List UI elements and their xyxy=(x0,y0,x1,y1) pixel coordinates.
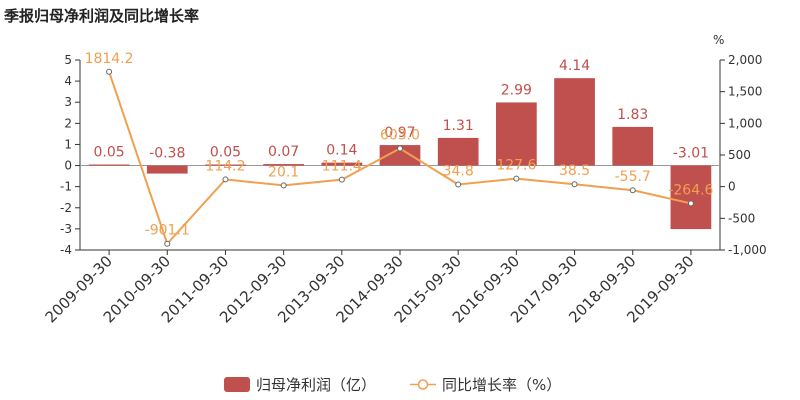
bar-value-label: 0.05 xyxy=(210,145,241,161)
bar xyxy=(88,164,130,166)
bar-value-label: 0.07 xyxy=(268,144,299,160)
bar xyxy=(554,78,595,166)
line-series: 1814.2 -901.1 114.2 20.1 111.4 603.0 34.8 127.6… xyxy=(85,51,714,247)
line-value-label: -55.7 xyxy=(615,169,651,185)
legend-bar-label: 归母净利润（亿） xyxy=(256,376,376,394)
right-axis-tick-label: 0 xyxy=(728,180,736,194)
right-axis-tick-label: 1,000 xyxy=(728,116,762,130)
legend[interactable]: 归母净利润（亿） 同比增长率（%） xyxy=(224,376,561,394)
line-point xyxy=(629,187,636,194)
right-axis-unit: % xyxy=(713,33,724,47)
legend-bar-swatch xyxy=(224,377,250,392)
bar-value-label: 2.99 xyxy=(501,82,532,98)
line-point xyxy=(397,145,403,152)
line-value-label: -901.1 xyxy=(145,223,190,239)
right-axis-tick-label: 2,000 xyxy=(728,53,762,67)
left-axis-tick-label: 1 xyxy=(64,137,72,151)
right-axis-tick-label: -1,000 xyxy=(728,243,767,257)
bar-value-label: 4.14 xyxy=(559,58,590,74)
bar-series: 0.05 -0.38 0.05 0.07 0.14 0.97 1.31 2.99 4.14 1.8… xyxy=(88,58,712,230)
line-value-label: 111.4 xyxy=(322,159,362,175)
bar-value-label: 0.05 xyxy=(94,145,125,161)
line-value-label: 127.6 xyxy=(496,158,536,174)
line-point xyxy=(571,181,578,188)
bar-value-label: 1.31 xyxy=(443,118,474,134)
line-point xyxy=(164,240,171,247)
line-value-label: 603.0 xyxy=(380,127,420,143)
bar-value-label: 1.83 xyxy=(617,107,648,123)
line-point xyxy=(280,182,287,189)
right-axis-tick-label: -500 xyxy=(728,211,755,225)
legend-line-marker xyxy=(417,379,429,390)
chart-title: 季报归母净利润及同比增长率 xyxy=(4,7,199,25)
bar-value-label: -0.38 xyxy=(149,146,185,162)
bar xyxy=(146,165,188,174)
right-axis-tick-label: 1,500 xyxy=(728,85,762,99)
legend-line-label: 同比增长率（%） xyxy=(442,376,561,394)
bar-value-label: 0.14 xyxy=(326,143,357,159)
line-point xyxy=(106,68,113,75)
line-value-label: 34.8 xyxy=(443,163,474,179)
bar xyxy=(670,165,712,230)
line-point xyxy=(222,176,229,183)
left-axis-tick-label: 4 xyxy=(64,74,72,88)
bar-value-label: -3.01 xyxy=(673,146,709,162)
axes: 5 4 3 2 1 0 -1 -2 -3 -4 2,000 1,500 1,000 500 0 -500 -1,… xyxy=(42,53,767,326)
bar xyxy=(205,164,246,166)
bar xyxy=(263,164,304,166)
line-point xyxy=(455,181,462,188)
line-value-label: 20.1 xyxy=(268,164,299,180)
left-axis-tick-label: -4 xyxy=(60,243,72,257)
bar xyxy=(437,137,479,166)
left-axis-tick-label: 0 xyxy=(64,159,72,173)
bar xyxy=(321,162,363,166)
line-value-label: 1814.2 xyxy=(85,51,134,67)
left-axis-tick-label: 2 xyxy=(64,116,72,130)
line-point xyxy=(338,176,345,183)
bar xyxy=(496,102,537,166)
bar xyxy=(379,145,421,166)
line-point xyxy=(687,200,694,207)
left-axis-tick-label: -2 xyxy=(60,201,72,215)
line-value-label: 114.2 xyxy=(205,158,245,174)
left-axis-tick-label: -1 xyxy=(60,180,72,194)
line-value-label: 38.5 xyxy=(559,163,590,179)
left-axis-tick-label: -3 xyxy=(60,222,72,236)
left-axis-tick-label: 5 xyxy=(64,53,72,67)
left-axis-tick-label: 3 xyxy=(64,95,72,109)
bar-value-label: 0.97 xyxy=(384,125,415,141)
line-point xyxy=(513,175,520,182)
line-value-label: -264.6 xyxy=(668,182,713,198)
bar xyxy=(612,126,654,166)
right-axis-tick-label: 500 xyxy=(728,148,751,162)
